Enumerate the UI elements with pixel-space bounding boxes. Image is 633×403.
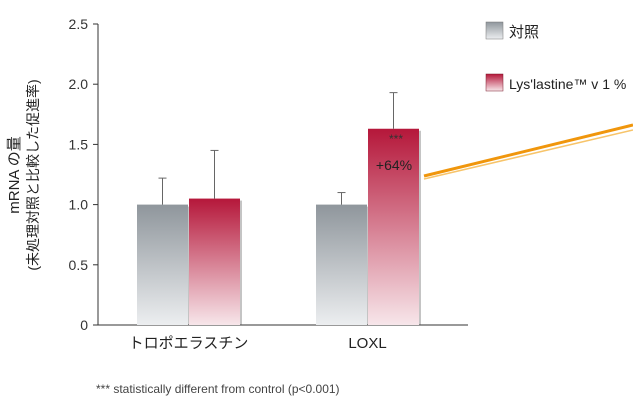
bars bbox=[137, 92, 421, 325]
x-tick-label: トロポエラスチン bbox=[129, 335, 249, 352]
y-tick-label: 0 bbox=[80, 317, 88, 333]
y-ticks: 0 0.5 1.0 1.5 2.0 2.5 bbox=[69, 16, 98, 333]
x-tick-label: LOXL bbox=[348, 335, 386, 352]
legend-label-treatment: Lys'lastine™ v 1 % bbox=[509, 76, 626, 92]
y-tick-label: 1.5 bbox=[69, 136, 89, 152]
y-tick-label: 2.0 bbox=[69, 76, 89, 92]
accent-line bbox=[423, 123, 633, 178]
y-axis-title-line2: (未処理対照と比較した促進率) bbox=[25, 79, 41, 270]
bar-treatment bbox=[368, 128, 419, 325]
legend-label-control: 対照 bbox=[509, 24, 539, 41]
footnote: *** statistically different from control… bbox=[96, 382, 340, 396]
y-tick-label: 1.0 bbox=[69, 197, 89, 213]
increase-annotation: +64% bbox=[376, 157, 412, 173]
legend-swatch-control bbox=[485, 21, 504, 40]
significance-stars: *** bbox=[389, 132, 403, 146]
bar-control bbox=[316, 204, 367, 325]
accent-line-highlight bbox=[423, 129, 633, 180]
y-tick-label: 2.5 bbox=[69, 16, 89, 32]
bar-treatment bbox=[189, 198, 240, 325]
x-tick-labels: トロポエラスチン LOXL bbox=[129, 335, 387, 352]
legend-swatch-treatment bbox=[485, 73, 504, 92]
legend: 対照 Lys'lastine™ v 1 % bbox=[485, 21, 626, 92]
y-tick-label: 0.5 bbox=[69, 257, 89, 273]
bar-control bbox=[137, 204, 188, 325]
y-axis-title-line1: mRNA の量 bbox=[6, 136, 23, 214]
